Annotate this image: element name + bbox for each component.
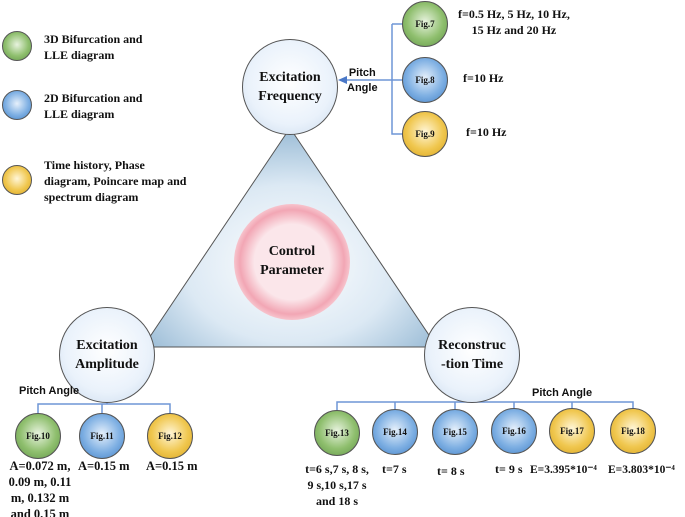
fig7-node: Fig.7: [402, 1, 448, 47]
legend-item-2d: 2D Bifurcation and LLE diagram: [44, 91, 143, 121]
legend-green-circle: [2, 31, 32, 61]
fig17-node: Fig.17: [549, 408, 595, 454]
fig10-values: A=0.072 m, 0.09 m, 0.11 m, 0.132 m and 0.15…: [8, 459, 72, 517]
fig15-node: Fig.15: [432, 409, 478, 455]
fig18-node: Fig.18: [610, 408, 656, 454]
fig12-node: Fig.12: [147, 413, 193, 459]
fig13-values: t=6 s,7 s, 8 s, 9 s,10 s,17 s and 18 s: [305, 462, 369, 508]
fig9-values: f=10 Hz: [466, 125, 507, 139]
fig7-values: f=0.5 Hz, 5 Hz, 10 Hz, 15 Hz and 20 Hz: [458, 7, 570, 37]
fig16-values: t= 9 s: [495, 462, 523, 476]
fig9-node: Fig.9: [402, 111, 448, 157]
pitch-angle-label-reconstruction: Pitch Angle: [532, 387, 593, 399]
center-glow: [234, 204, 350, 320]
fig18-values: E=3.803*10⁻⁴: [608, 464, 675, 476]
excitation-frequency-node: Excitation Frequency: [242, 39, 338, 135]
fig10-node: Fig.10: [15, 413, 61, 459]
fig12-values: A=0.15 m: [146, 459, 198, 473]
fig14-values: t=7 s: [382, 462, 407, 476]
legend-item-time: Time history, Phase diagram, Poincare map…: [44, 158, 187, 204]
pitch-angle-label-frequency: Pitch Angle: [347, 67, 378, 94]
legend-blue-circle: [2, 90, 32, 120]
control-parameter-label: Control Parameter: [260, 244, 324, 278]
legend-yellow-circle: [2, 165, 32, 195]
fig8-values: f=10 Hz: [463, 71, 504, 85]
excitation-amplitude-node: Excitation Amplitude: [59, 307, 155, 403]
fig11-values: A=0.15 m: [78, 459, 130, 473]
fig14-node: Fig.14: [372, 409, 418, 455]
fig17-values: E=3.395*10⁻⁴: [530, 464, 597, 476]
fig8-node: Fig.8: [402, 57, 448, 103]
fig11-node: Fig.11: [79, 413, 125, 459]
fig15-values: t= 8 s: [437, 464, 465, 478]
legend-item-3d: 3D Bifurcation and LLE diagram: [44, 32, 143, 62]
pitch-angle-label-amplitude: Pitch Angle: [19, 385, 80, 397]
fig16-node: Fig.16: [491, 408, 537, 454]
fig13-node: Fig.13: [314, 410, 360, 456]
reconstruction-time-node: Reconstruc -tion Time: [424, 307, 520, 403]
